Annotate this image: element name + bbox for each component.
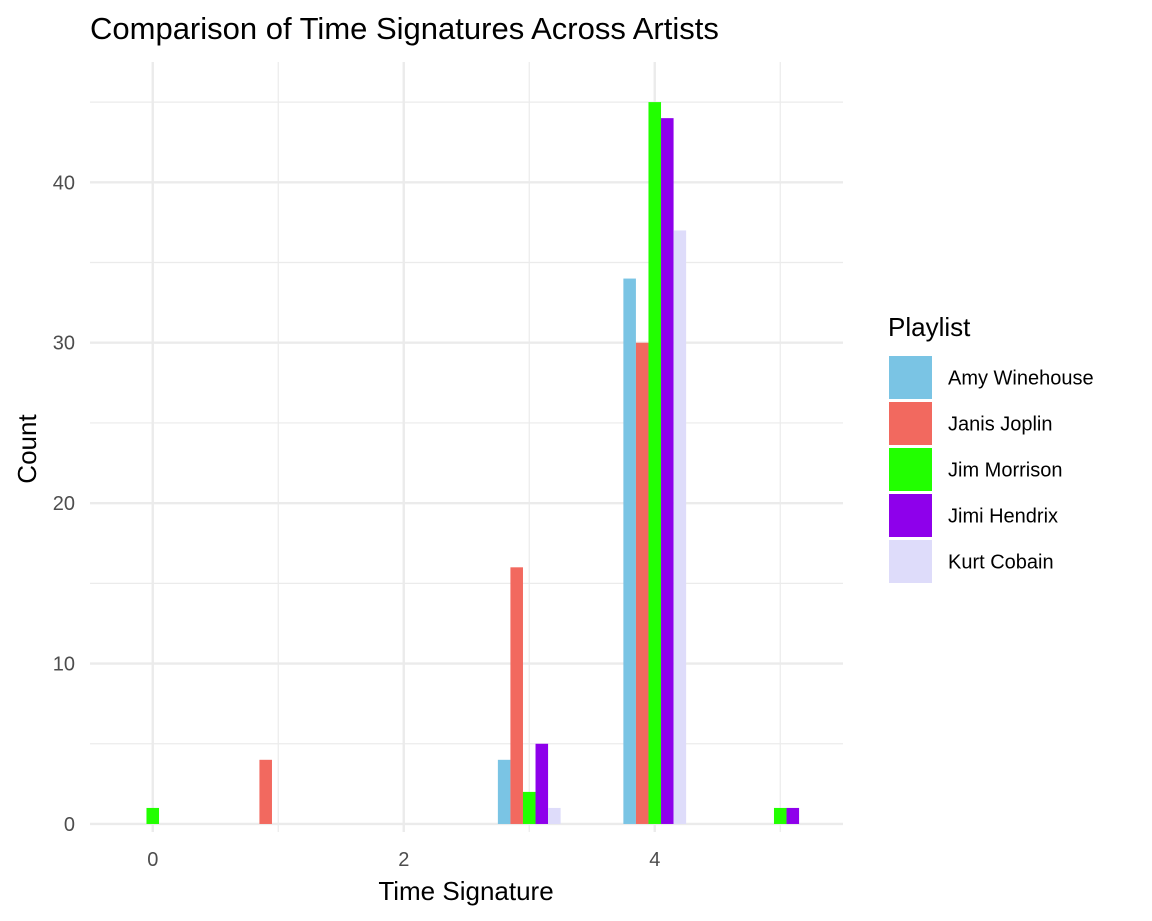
bar-jimi-hendrix-5: [786, 807, 800, 824]
x-axis-title: Time Signature: [378, 876, 553, 906]
x-tick-label: 0: [147, 849, 158, 871]
x-tick-label: 2: [398, 849, 409, 871]
y-tick-label: 0: [64, 814, 75, 836]
x-tick-label: 4: [649, 849, 660, 871]
legend-label-jim-morrison: Jim Morrison: [948, 460, 1062, 482]
bar-janis-joplin-3: [510, 567, 523, 824]
bar-jim-morrison-5: [773, 807, 787, 824]
legend-key-jim-morrison: [889, 448, 932, 491]
chart-title: Comparison of Time Signatures Across Art…: [90, 11, 719, 46]
bar-kurt-cobain-3: [548, 807, 561, 824]
legend-key-amy-winehouse: [889, 356, 932, 399]
legend-key-janis-joplin: [889, 402, 932, 445]
bar-amy-winehouse-4: [623, 278, 636, 824]
bars: [146, 102, 800, 824]
bar-amy-winehouse-3: [497, 759, 511, 824]
y-tick-label: 10: [53, 654, 75, 676]
legend-key-kurt-cobain: [889, 540, 932, 583]
legend-label-amy-winehouse: Amy Winehouse: [948, 368, 1094, 390]
y-tick-label: 30: [53, 333, 75, 355]
y-tick-label: 40: [53, 172, 75, 194]
bar-janis-joplin-4: [635, 342, 649, 824]
legend-label-jimi-hendrix: Jimi Hendrix: [948, 506, 1058, 528]
legend-label-janis-joplin: Janis Joplin: [948, 414, 1053, 436]
bar-jim-morrison-3: [522, 791, 536, 824]
legend-title: Playlist: [888, 312, 971, 342]
y-tick-label: 20: [53, 493, 75, 515]
bar-jim-morrison-4: [648, 102, 662, 824]
legend: Playlist Amy Winehouse Janis Joplin Jim Mo…: [888, 312, 1094, 583]
bar-janis-joplin-1: [259, 759, 272, 824]
bar-jim-morrison-0: [146, 807, 160, 824]
bar-kurt-cobain-4: [673, 230, 687, 824]
grid-lines: [90, 62, 843, 832]
legend-items: Amy Winehouse Janis Joplin Jim Morrison Jim…: [889, 356, 1094, 583]
bar-jimi-hendrix-4: [661, 118, 674, 824]
legend-key-jimi-hendrix: [889, 494, 932, 537]
y-axis-title: Count: [12, 414, 42, 484]
bar-jimi-hendrix-3: [535, 743, 549, 824]
legend-label-kurt-cobain: Kurt Cobain: [948, 552, 1054, 574]
